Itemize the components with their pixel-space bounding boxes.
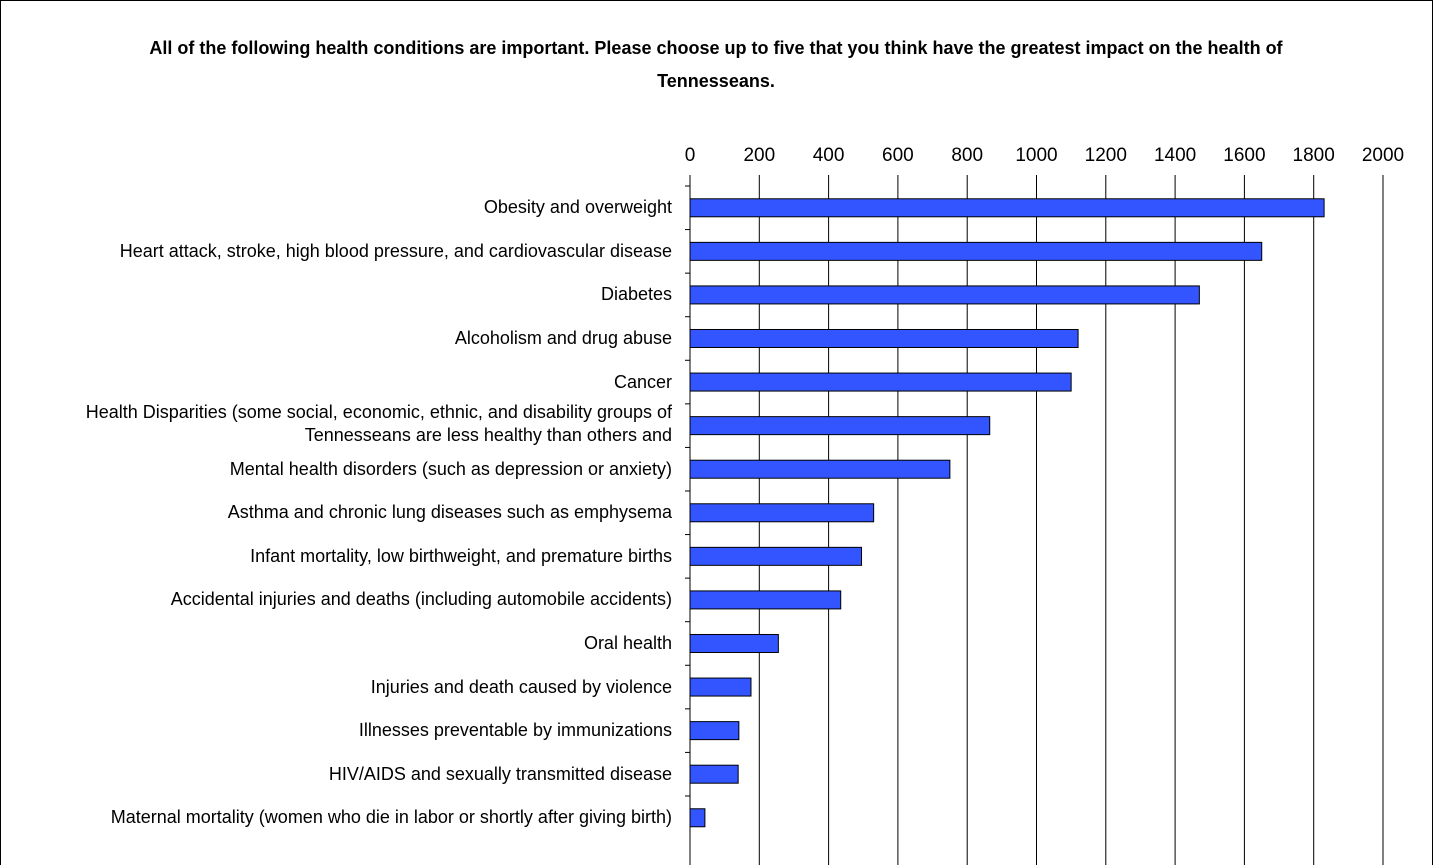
y-tick-label: Oral health [583, 632, 672, 653]
y-tick-label: Heart attack, stroke, high blood pressur… [119, 240, 672, 261]
y-tick-label: Health Disparities (some social, economi… [85, 401, 672, 445]
bar [689, 285, 1200, 305]
bar [689, 503, 875, 523]
bar [689, 590, 842, 610]
x-tick-label: 200 [743, 145, 775, 166]
y-tick-label: Illnesses preventable by immunizations [358, 720, 672, 741]
y-tick-label: HIV/AIDS and sexually transmitted diseas… [328, 763, 672, 784]
x-tick-label: 1800 [1293, 145, 1335, 166]
x-tick-label: 600 [882, 145, 914, 166]
bar [689, 416, 991, 436]
x-tick-label: 1600 [1223, 145, 1265, 166]
bar [689, 677, 752, 697]
y-tick-label: Cancer [613, 371, 672, 392]
x-tick-label: 400 [813, 145, 845, 166]
y-tick-label: Maternal mortality (women who die in lab… [110, 807, 672, 828]
x-tick-label: 0 [685, 145, 696, 166]
chart-title: All of the following health conditions a… [149, 38, 1283, 91]
bar [689, 372, 1072, 392]
x-tick-label: 800 [951, 145, 983, 166]
bar [689, 721, 740, 741]
x-tick-label: 1000 [1015, 145, 1057, 166]
y-tick-label: Diabetes [600, 284, 672, 305]
y-tick-label: Injuries and death caused by violence [370, 676, 672, 697]
bar [689, 633, 779, 653]
y-tick-label: Obesity and overweight [483, 197, 672, 218]
y-tick-label: Asthma and chronic lung diseases such as… [227, 502, 672, 523]
bar [689, 198, 1325, 218]
bar [689, 546, 863, 566]
x-tick-label: 1400 [1154, 145, 1196, 166]
y-tick-label: Accidental injuries and deaths (includin… [170, 589, 672, 610]
bar [689, 459, 951, 479]
y-tick-label: Infant mortality, low birthweight, and p… [250, 545, 672, 566]
x-tick-label: 2000 [1362, 145, 1404, 166]
x-tick-label: 1200 [1085, 145, 1127, 166]
bar [689, 808, 706, 828]
y-tick-label: Alcoholism and drug abuse [454, 327, 672, 348]
bar [689, 764, 739, 784]
y-tick-label: Mental health disorders (such as depress… [229, 458, 672, 479]
bar [689, 328, 1079, 348]
bar [689, 241, 1263, 261]
